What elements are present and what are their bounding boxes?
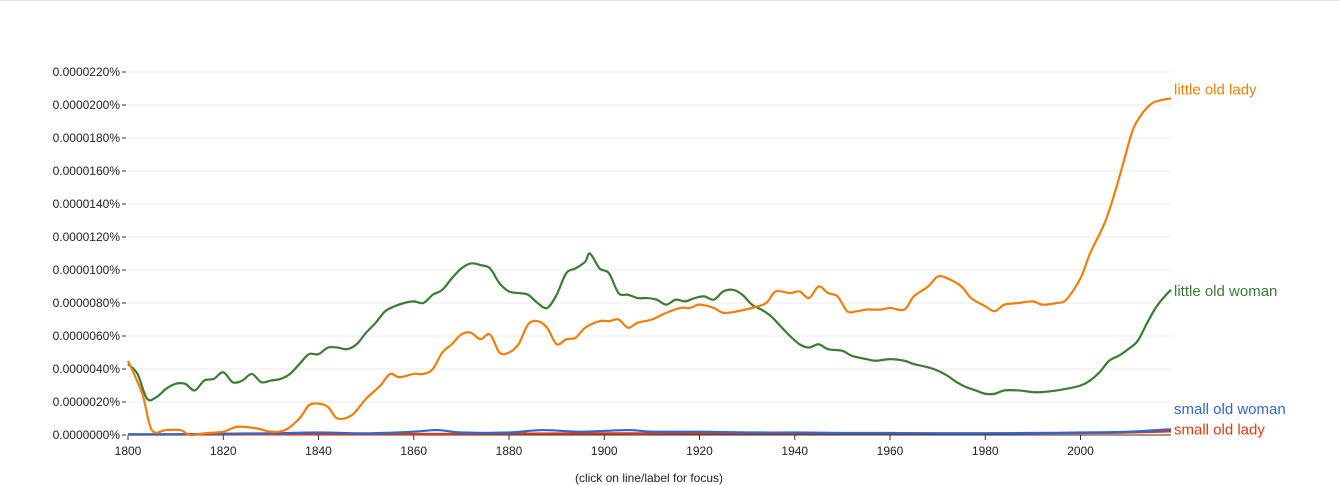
y-tick-label: 0.0000100% (53, 263, 121, 277)
top-divider (0, 0, 1340, 1)
x-tick-label: 1920 (686, 444, 713, 458)
series-labels[interactable]: little old lady little old woman small old… (1174, 81, 1286, 438)
x-tick-label: 1940 (781, 444, 808, 458)
y-tick-label: 0.0000140% (53, 197, 121, 211)
series-line-little-old-lady[interactable] (126, 97, 1172, 437)
series-label-little-old-woman[interactable]: little old woman (1174, 283, 1277, 300)
x-tick-label: 1960 (877, 444, 904, 458)
gridlines (128, 71, 1171, 403)
x-tick-label: 1900 (591, 444, 618, 458)
y-tick-label: 0.0000020% (53, 395, 121, 409)
series-label-small-old-woman[interactable]: small old woman (1174, 401, 1286, 418)
x-tick-label: 1880 (496, 444, 523, 458)
focus-hint: (click on line/label for focus) (574, 471, 724, 485)
series-line-little-old-woman[interactable] (127, 252, 1172, 402)
y-tick-label: 0.0000200% (53, 98, 121, 112)
axes: 0.0000000% 0.0000020% 0.0000040% 0.0000060%… (53, 65, 1171, 458)
x-tick-label: 2000 (1067, 444, 1094, 458)
y-tick-label: 0.0000040% (53, 362, 121, 376)
x-tick-label: 1860 (400, 444, 427, 458)
y-tick-label: 0.0000060% (53, 329, 121, 343)
x-tick-label: 1800 (115, 444, 142, 458)
x-tick-label: 1980 (972, 444, 999, 458)
y-tick-label: 0.0000080% (53, 296, 121, 310)
x-tick-label: 1820 (210, 444, 237, 458)
series-line-small-old-woman[interactable] (127, 428, 1172, 436)
series-label-little-old-lady[interactable]: little old lady (1174, 81, 1257, 98)
series-label-small-old-lady[interactable]: small old lady (1174, 421, 1265, 438)
y-tick-label: 0.0000160% (53, 164, 121, 178)
series-lines[interactable] (126, 97, 1172, 437)
y-tick-label: 0.0000120% (53, 230, 121, 244)
y-tick-label: 0.0000180% (53, 131, 121, 145)
y-tick-label: 0.0000000% (53, 428, 121, 442)
y-tick-label: 0.0000220% (53, 65, 121, 79)
x-tick-label: 1840 (305, 444, 332, 458)
